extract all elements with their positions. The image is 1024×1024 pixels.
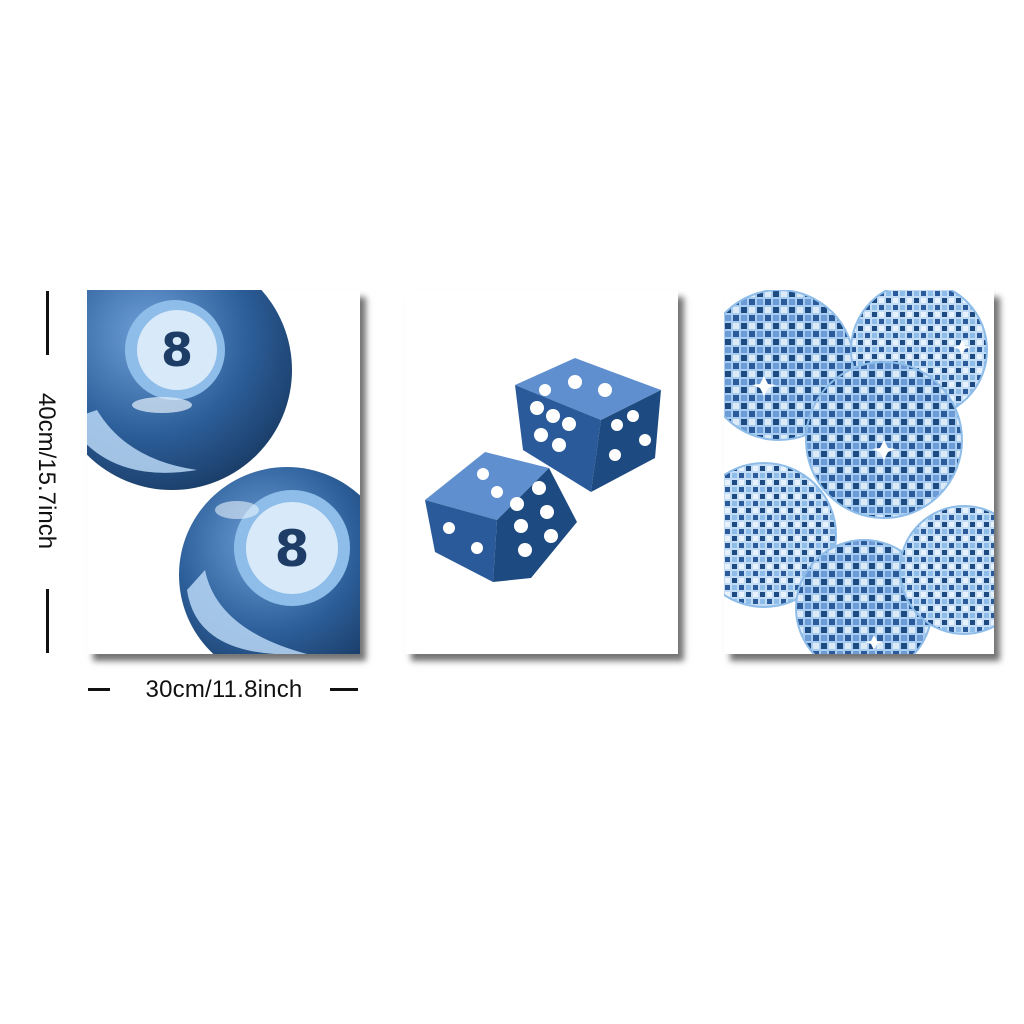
height-dimension-text: 40cm/15.7inch xyxy=(33,392,60,550)
art-panel-dice xyxy=(405,290,678,654)
art-panel-disco-balls xyxy=(724,290,994,654)
width-dimension-label: 30cm/11.8inch xyxy=(145,676,303,703)
eight-ball-bottom: 8 xyxy=(179,467,360,654)
width-dimension-line-right xyxy=(330,688,358,691)
die-front xyxy=(425,452,577,582)
art-panel-eight-balls: 8 8 xyxy=(87,290,360,654)
eight-ball-number: 8 xyxy=(275,520,310,578)
disco-ball-group xyxy=(724,290,994,654)
eight-balls-illustration: 8 8 xyxy=(87,290,360,654)
width-dimension-line-left xyxy=(88,688,110,691)
height-dimension-line-top xyxy=(46,291,49,355)
dice-illustration xyxy=(425,358,661,582)
eight-ball-top: 8 xyxy=(87,290,292,490)
eight-ball-number: 8 xyxy=(161,323,193,377)
height-dimension-line-bottom xyxy=(46,589,49,653)
die-back xyxy=(515,358,661,492)
disco-balls-illustration xyxy=(724,290,994,654)
